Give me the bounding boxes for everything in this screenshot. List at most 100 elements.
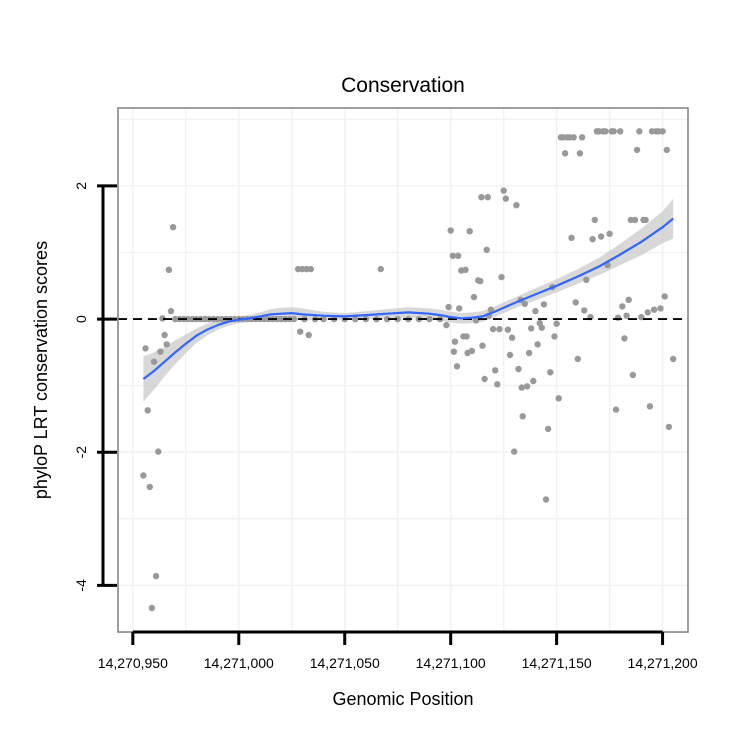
data-point (547, 369, 554, 376)
data-point (530, 377, 537, 385)
data-point (646, 403, 654, 410)
data-point (511, 448, 518, 455)
data-point (576, 150, 584, 157)
data-point (625, 296, 632, 303)
data-point (163, 341, 170, 348)
data-point (477, 277, 484, 285)
data-point (142, 345, 149, 352)
data-point (606, 230, 613, 237)
data-point (352, 315, 359, 323)
data-point (472, 317, 480, 324)
data-point (602, 128, 609, 135)
data-point (659, 128, 666, 135)
data-point (140, 472, 147, 479)
data-point (456, 305, 463, 312)
data-point (462, 266, 469, 273)
data-point (525, 349, 533, 357)
data-point (463, 333, 470, 340)
data-point (663, 146, 670, 154)
data-point (167, 307, 175, 315)
data-point (636, 128, 643, 135)
x-tick-label: 14,271,000 (204, 655, 274, 671)
x-tick-label: 14,271,150 (522, 655, 592, 671)
data-point (621, 335, 628, 342)
data-point (597, 233, 605, 240)
data-point (591, 216, 598, 224)
data-point (443, 321, 450, 329)
data-point (513, 202, 520, 209)
data-point (665, 423, 673, 431)
data-point (612, 406, 620, 413)
data-point (489, 325, 497, 333)
data-point (534, 341, 541, 348)
data-point (453, 363, 461, 370)
data-point (572, 299, 579, 306)
data-point (574, 355, 581, 363)
data-point (644, 309, 651, 316)
data-point (540, 301, 548, 308)
data-point (487, 306, 495, 313)
data-point (498, 273, 505, 281)
y-tick-label: -4 (73, 579, 89, 592)
data-point (583, 276, 590, 283)
data-point (454, 252, 462, 259)
data-point (551, 333, 558, 340)
data-point (449, 252, 456, 259)
data-point (468, 347, 476, 355)
data-point (532, 307, 539, 315)
data-point (297, 328, 304, 335)
x-tick-label: 14,271,050 (310, 655, 380, 671)
data-point (169, 224, 177, 231)
chart-title: Conservation (341, 74, 465, 97)
data-point (515, 365, 522, 373)
data-point (159, 315, 166, 322)
data-point (500, 187, 507, 194)
data-point (657, 305, 664, 312)
data-point (553, 320, 560, 327)
data-point (152, 572, 160, 580)
y-axis-label: phyloP LRT conservation scores (31, 241, 51, 499)
data-point (518, 384, 525, 391)
y-axis: -4 -2 0 2 (73, 182, 117, 592)
data-point (377, 265, 384, 273)
data-point (661, 293, 668, 300)
data-point (670, 355, 677, 363)
grid-layer (118, 108, 688, 632)
smooth-line-layer (142, 217, 674, 380)
data-point (144, 407, 151, 414)
data-point (165, 266, 173, 273)
data-point (506, 351, 514, 359)
data-point (157, 348, 164, 355)
data-point (542, 496, 550, 503)
data-point (150, 358, 158, 365)
x-tick-label: 14,271,200 (628, 655, 698, 671)
data-point (470, 293, 478, 301)
data-point (519, 413, 526, 420)
data-point (492, 367, 499, 374)
data-point (502, 195, 509, 202)
data-point (521, 300, 528, 307)
data-point (445, 303, 452, 311)
data-point (161, 331, 168, 339)
data-point (568, 234, 575, 241)
data-point (496, 325, 503, 333)
data-point (633, 146, 641, 154)
data-point (450, 348, 458, 355)
x-axis-label: Genomic Position (332, 689, 473, 709)
data-point (305, 331, 312, 339)
data-point (451, 338, 459, 345)
data-point (642, 216, 649, 224)
data-point (146, 483, 153, 491)
data-point (570, 134, 577, 141)
data-point (528, 325, 535, 332)
data-point (629, 371, 637, 379)
data-point (544, 425, 552, 433)
data-point (481, 375, 488, 383)
y-tick-label: -2 (73, 446, 89, 459)
y-tick-label: 2 (73, 182, 89, 190)
data-point (394, 315, 401, 323)
smooth-fit-line (142, 217, 674, 380)
data-point (508, 334, 516, 341)
y-tick-label: 0 (73, 315, 89, 323)
